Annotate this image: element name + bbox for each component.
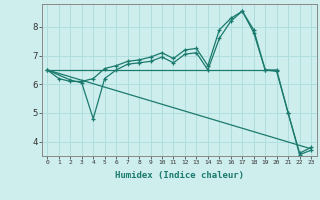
X-axis label: Humidex (Indice chaleur): Humidex (Indice chaleur)	[115, 171, 244, 180]
